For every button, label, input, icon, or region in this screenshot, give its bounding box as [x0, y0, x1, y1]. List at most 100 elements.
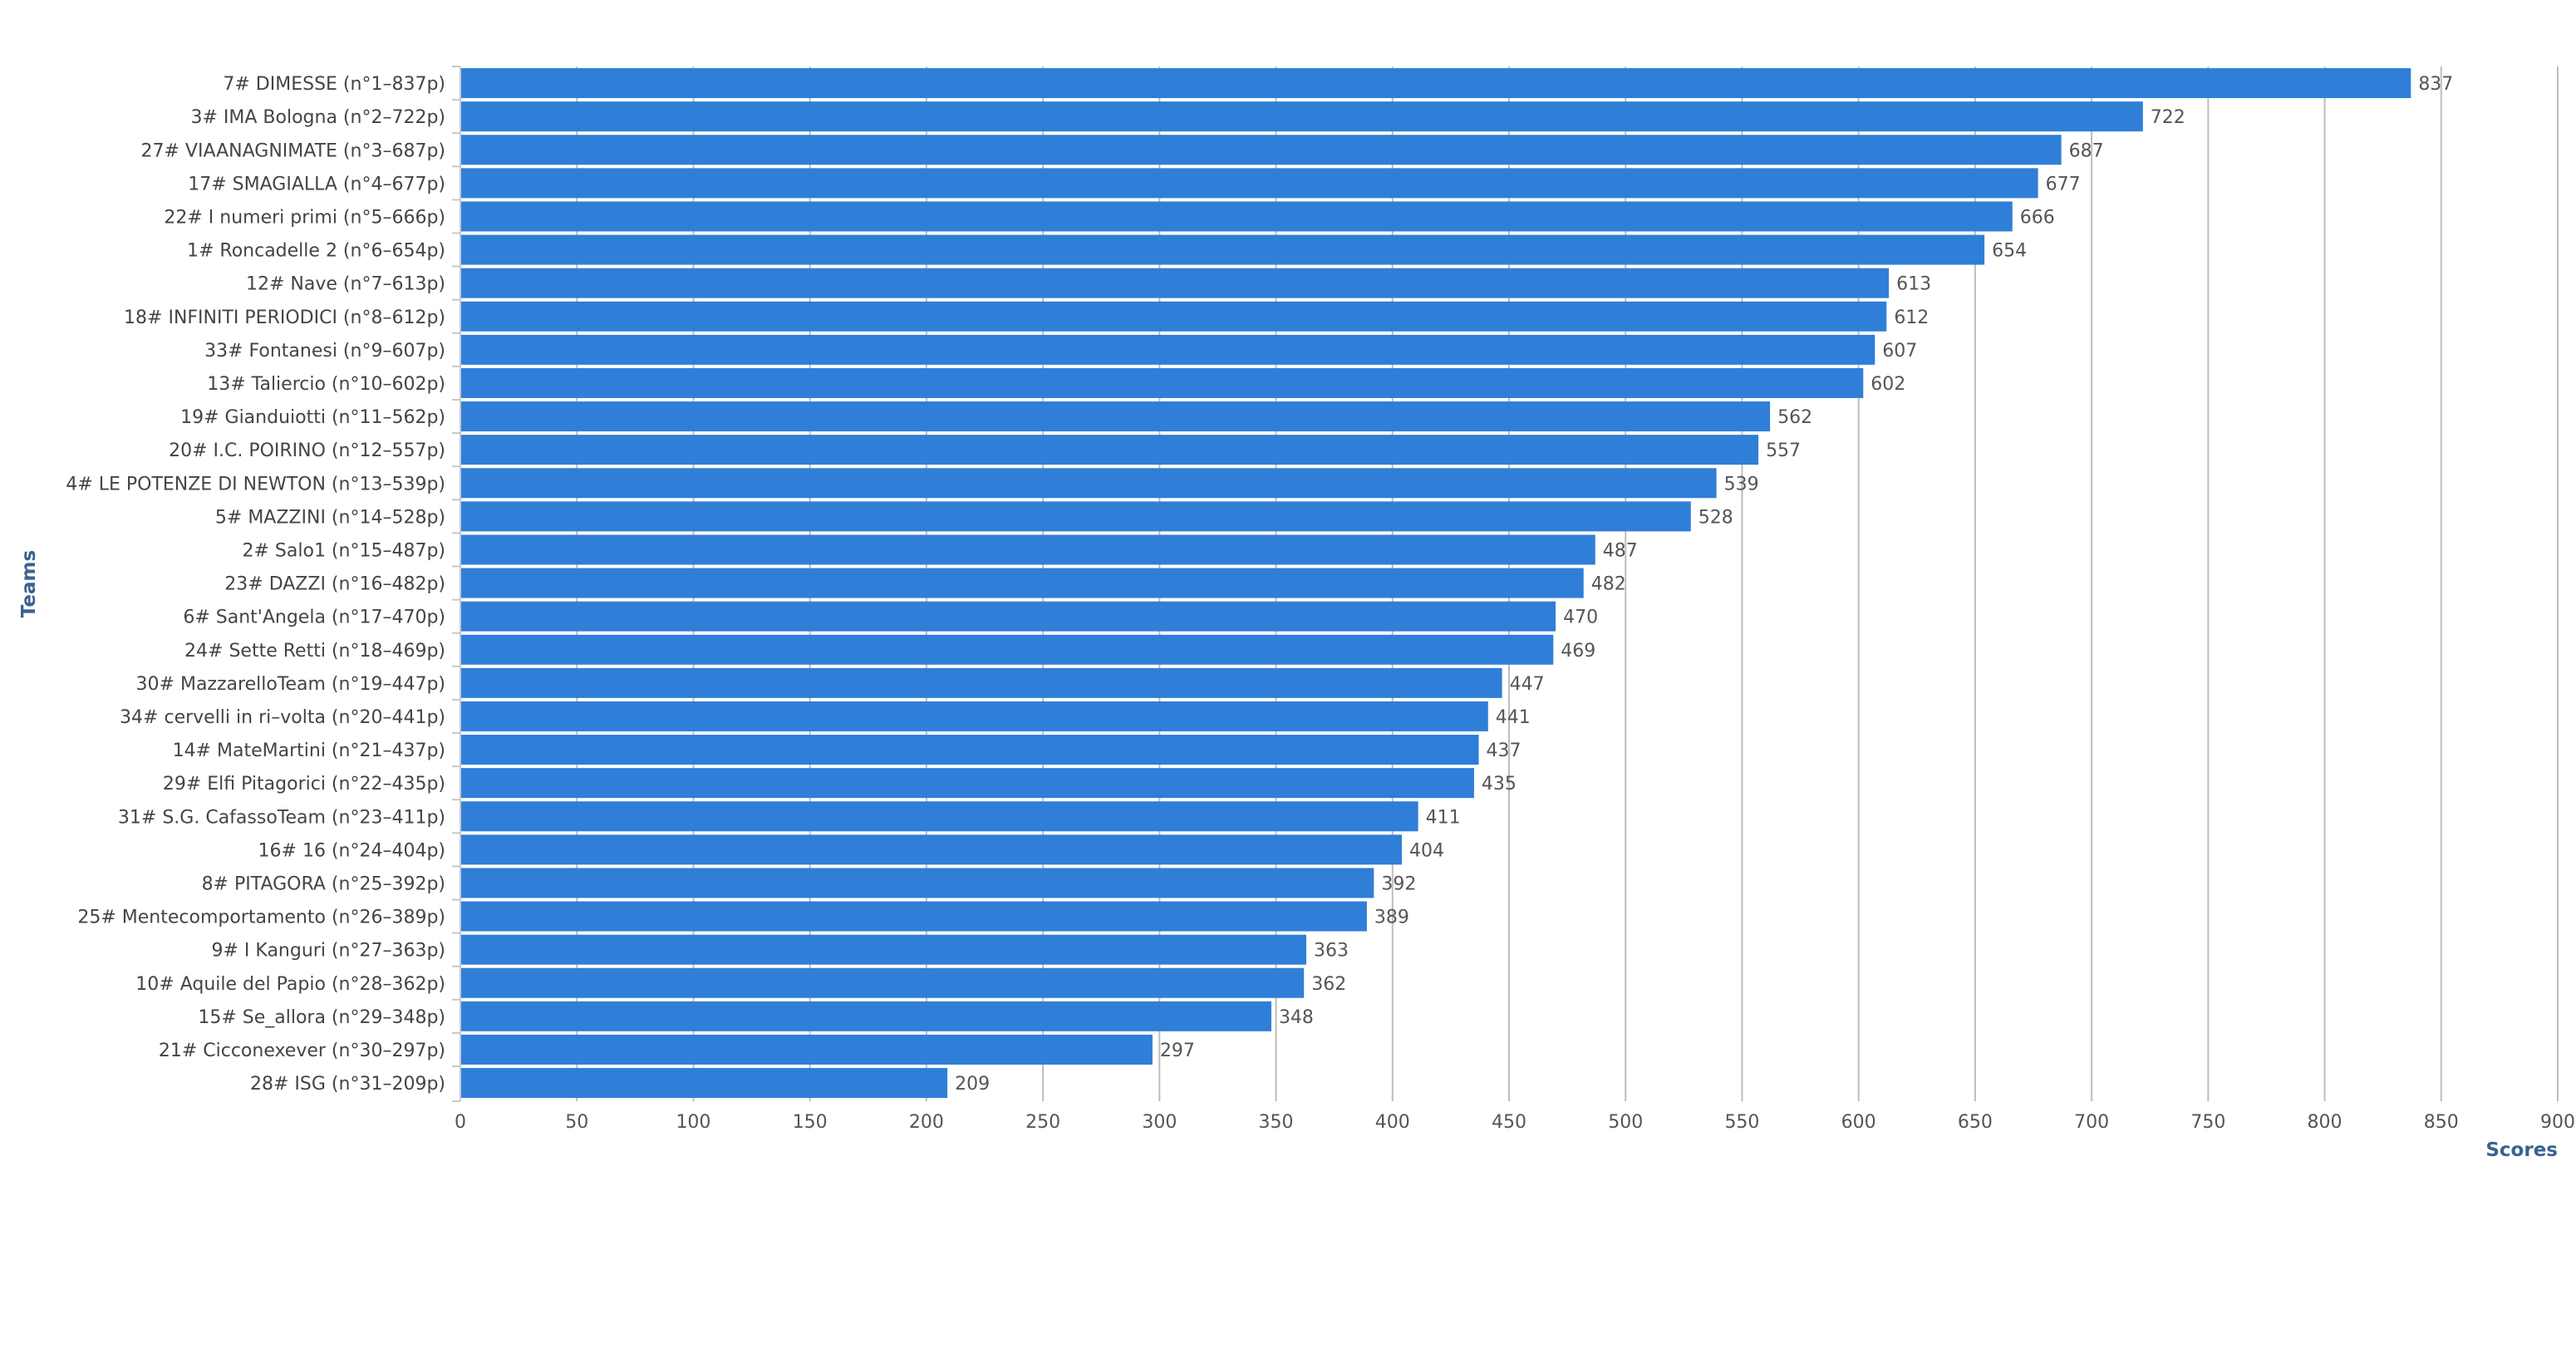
category-label: 33# Fontanesi (n°9–607p) [204, 341, 445, 362]
category-label: 1# Roncadelle 2 (n°6–654p) [187, 241, 445, 262]
data-label: 469 [1561, 641, 1595, 662]
bar[interactable] [460, 1001, 1271, 1031]
category-label: 7# DIMESSE (n°1–837p) [223, 74, 445, 95]
x-tick-label: 200 [909, 1112, 944, 1133]
bar[interactable] [460, 334, 1875, 365]
bar[interactable] [460, 1034, 1153, 1065]
category-label: 17# SMAGIALLA (n°4–677p) [188, 174, 445, 194]
bar[interactable] [460, 534, 1595, 565]
bar[interactable] [460, 634, 1554, 665]
bar[interactable] [460, 667, 1502, 698]
bar[interactable] [460, 468, 1717, 499]
category-label: 3# IMA Bologna (n°2–722p) [190, 107, 445, 128]
x-tick-label: 350 [1259, 1112, 1294, 1133]
data-label: 607 [1882, 341, 1917, 362]
category-label: 31# S.G. CafassoTeam (n°23–411p) [118, 807, 445, 828]
bar[interactable] [460, 201, 2013, 232]
category-label: 4# LE POTENZE DI NEWTON (n°13–539p) [66, 474, 445, 495]
bar[interactable] [460, 268, 1890, 298]
data-label: 348 [1279, 1007, 1314, 1028]
data-label: 435 [1482, 774, 1517, 795]
category-label: 28# ISG (n°31–209p) [250, 1074, 445, 1095]
bar[interactable] [460, 601, 1556, 632]
category-label: 29# Elfi Pitagorici (n°22–435p) [163, 774, 445, 795]
data-label: 411 [1426, 807, 1461, 828]
x-tick-label: 700 [2074, 1112, 2109, 1133]
x-tick-label: 850 [2424, 1112, 2459, 1133]
category-label: 27# VIAANAGNIMATE (n°3–687p) [140, 140, 445, 161]
data-label: 297 [1160, 1041, 1195, 1061]
bar[interactable] [460, 934, 1307, 965]
bar[interactable] [460, 701, 1488, 731]
data-label: 392 [1381, 873, 1416, 894]
category-label: 21# Cicconexever (n°30–297p) [159, 1041, 445, 1061]
data-label: 389 [1374, 908, 1409, 928]
data-label: 613 [1896, 274, 1931, 295]
category-label: 18# INFINITI PERIODICI (n°8–612p) [124, 308, 445, 328]
x-axis-title: Scores [2485, 1139, 2558, 1161]
x-tick-label: 300 [1142, 1112, 1177, 1133]
data-label: 447 [1510, 674, 1545, 695]
category-label: 8# PITAGORA (n°25–392p) [202, 873, 445, 894]
category-label: 30# MazzarelloTeam (n°19–447p) [136, 674, 445, 695]
data-label: 482 [1591, 574, 1626, 595]
x-tick-label: 450 [1492, 1112, 1526, 1133]
bar[interactable] [460, 367, 1864, 398]
x-tick-label: 900 [2540, 1112, 2575, 1133]
bar-layer [460, 68, 2411, 1099]
bar[interactable] [460, 834, 1402, 865]
x-tick-label: 650 [1958, 1112, 1993, 1133]
x-tick-label: 0 [455, 1112, 466, 1133]
bar[interactable] [460, 735, 1479, 765]
bar[interactable] [460, 168, 2038, 199]
data-label: 602 [1871, 374, 1905, 395]
x-tick-label: 400 [1375, 1112, 1410, 1133]
data-label: 722 [2151, 107, 2185, 128]
category-label: 12# Nave (n°7–613p) [246, 274, 445, 295]
data-label: 612 [1894, 308, 1929, 328]
x-tick-label: 500 [1608, 1112, 1643, 1133]
data-label: 441 [1496, 707, 1531, 728]
x-tick-label: 550 [1724, 1112, 1759, 1133]
bar[interactable] [460, 68, 2411, 99]
bar[interactable] [460, 868, 1374, 898]
bar[interactable] [460, 101, 2143, 132]
bar[interactable] [460, 568, 1584, 598]
data-label: 837 [2418, 74, 2453, 95]
data-label: 666 [2020, 207, 2055, 228]
data-label: 557 [1766, 440, 1801, 461]
category-label: 9# I Kanguri (n°27–363p) [212, 941, 446, 962]
data-label: 528 [1698, 507, 1733, 528]
bar[interactable] [460, 301, 1887, 332]
bar[interactable] [460, 501, 1691, 532]
x-tick-label: 600 [1841, 1112, 1876, 1133]
category-label: 23# DAZZI (n°16–482p) [224, 574, 445, 595]
x-tick-label: 750 [2190, 1112, 2225, 1133]
category-label: 24# Sette Retti (n°18–469p) [184, 641, 445, 662]
bar[interactable] [460, 1068, 948, 1099]
category-label: 5# MAZZINI (n°14–528p) [215, 507, 445, 528]
category-label: 13# Taliercio (n°10–602p) [207, 374, 445, 395]
x-tick-label: 800 [2308, 1112, 2342, 1133]
x-tick-label: 100 [676, 1112, 710, 1133]
category-label: 25# Mentecomportamento (n°26–389p) [77, 908, 445, 928]
bar[interactable] [460, 401, 1771, 432]
bar[interactable] [460, 901, 1367, 932]
bar[interactable] [460, 967, 1305, 998]
bar[interactable] [460, 435, 1759, 465]
bar[interactable] [460, 135, 2062, 165]
label-layer: 7# DIMESSE (n°1–837p) 837 3# IMA Bologna (… [66, 74, 2453, 1095]
y-axis-title: Teams [18, 550, 40, 618]
bar[interactable] [460, 234, 1985, 265]
data-label: 562 [1777, 407, 1812, 428]
x-tick-label: 250 [1025, 1112, 1060, 1133]
category-label: 19# Gianduiotti (n°11–562p) [180, 407, 445, 428]
data-label: 539 [1724, 474, 1759, 495]
bar[interactable] [460, 768, 1474, 799]
data-label: 687 [2069, 140, 2104, 161]
data-label: 363 [1314, 941, 1349, 962]
bar[interactable] [460, 801, 1418, 832]
data-label: 437 [1487, 741, 1522, 761]
